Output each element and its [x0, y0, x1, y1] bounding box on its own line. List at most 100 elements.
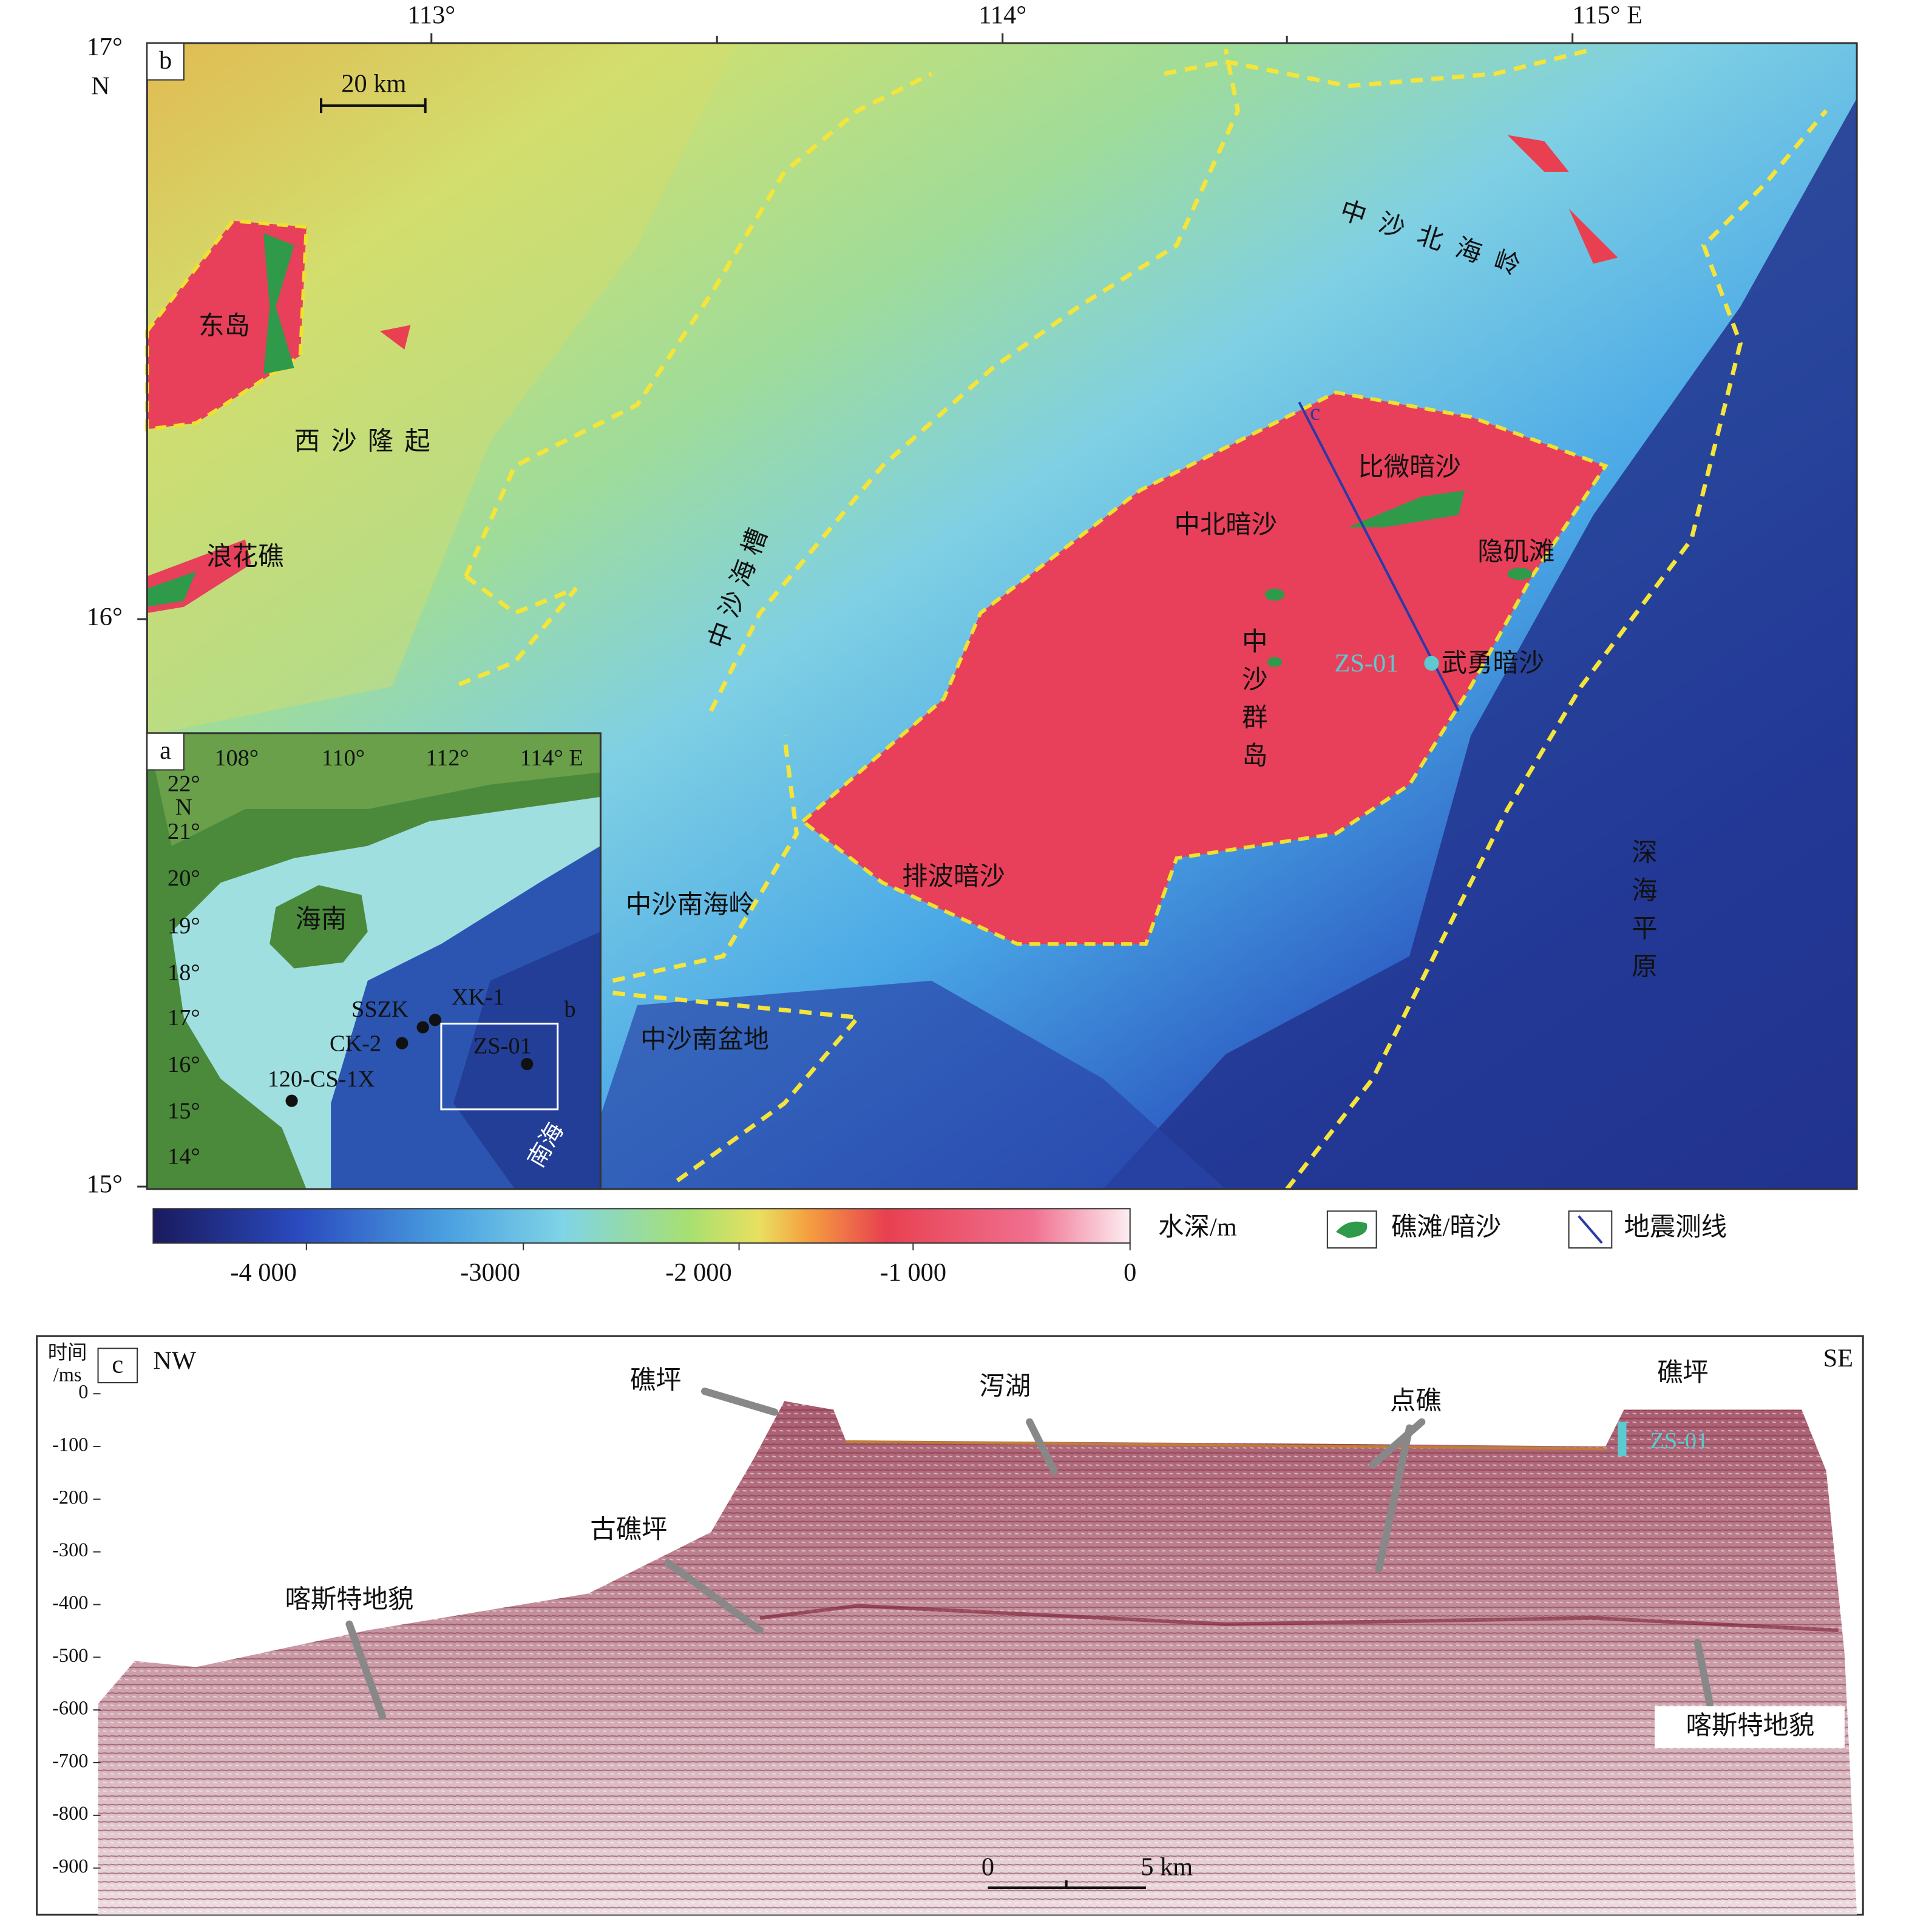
lon-tick: 113° — [407, 1, 455, 29]
panel-c: c NW SE 时间 /ms 0 -100 -200 -300 -400 -500 -600… — [36, 1335, 1864, 1916]
legend-label: 地震测线 — [1624, 1213, 1727, 1241]
annotation: 喀斯特地貌 — [285, 1585, 414, 1614]
well-label: ZS-01 — [1650, 1428, 1708, 1454]
lat-tick: 15° — [87, 1170, 123, 1199]
label-box — [97, 1347, 138, 1384]
well-label: XK-1 — [452, 985, 504, 1010]
frame-a — [146, 732, 602, 1190]
label-box — [146, 732, 185, 771]
colorbar-tick: -4 000 — [230, 1258, 297, 1287]
panel-label: a — [160, 736, 171, 765]
y-ticks: 0 -100 -200 -300 -400 -500 -600 -700 -800 -900 — [52, 1381, 101, 1877]
y-tick-label: -200 — [52, 1486, 88, 1508]
lat-tick: 18° — [168, 960, 200, 985]
well-ZS-01 — [1618, 1422, 1627, 1457]
place: 浪花礁 — [206, 543, 283, 571]
lon-tick: 114° — [978, 1, 1026, 29]
scale-label: 0 — [981, 1852, 994, 1881]
land — [147, 733, 601, 1189]
arrows — [345, 1388, 1714, 1720]
direction: SE — [1823, 1344, 1853, 1372]
well-label: CK-2 — [330, 1031, 381, 1057]
reflector — [759, 1604, 1839, 1632]
inset-a: a 108° 110° 112° 114° E 22° N 21° 20° 19… — [146, 732, 602, 1190]
place: 中北暗沙 — [1174, 510, 1277, 539]
y-tick-label: -600 — [52, 1697, 88, 1719]
colorbar-tick: -1 000 — [880, 1258, 947, 1287]
y-tick-label: -300 — [52, 1539, 88, 1561]
box-label: b — [564, 997, 575, 1022]
seafloor — [846, 1440, 1606, 1451]
colorbar-tick: -2 000 — [665, 1258, 732, 1287]
lat-unit: N — [91, 72, 110, 100]
place: 中沙群岛 — [1238, 628, 1267, 779]
extent-box — [440, 1022, 559, 1111]
lat-tick: 16° — [168, 1052, 200, 1077]
annotation: 礁坪 — [1657, 1359, 1709, 1388]
shoals — [147, 233, 1533, 667]
lat-tick: 20° — [168, 866, 200, 891]
lat-tick: 17° — [168, 1005, 200, 1031]
scale-label: 5 km — [1141, 1852, 1193, 1881]
legend-swatch — [1578, 1215, 1603, 1244]
deep-basin — [576, 980, 1226, 1189]
land — [147, 733, 601, 846]
place: 中沙南盆地 — [640, 1025, 769, 1054]
place: 武勇暗沙 — [1442, 649, 1545, 678]
annotation: 点礁 — [1390, 1387, 1442, 1415]
colorbar: -4 000 -3000 -2 000 -1 000 0 水深/m 礁滩/暗沙 … — [152, 1208, 1727, 1287]
place: 隐矶滩 — [1477, 538, 1554, 566]
lon-tick: 114° E — [520, 745, 583, 771]
lat-tick: 21° — [168, 819, 200, 844]
direction: NW — [153, 1346, 196, 1375]
ticks — [137, 33, 1574, 1188]
place: 中沙南海岭 — [626, 890, 754, 919]
annotation: 泻湖 — [979, 1372, 1031, 1401]
y-tick-label: -500 — [52, 1644, 88, 1666]
uplift — [147, 43, 736, 736]
y-tick-label: -400 — [52, 1591, 88, 1613]
well-label: ZS-01 — [473, 1034, 532, 1059]
colorbar-ticks — [305, 1242, 1131, 1250]
well-label: 120-CS-1X — [268, 1066, 375, 1092]
y-tick-label: -900 — [52, 1855, 88, 1877]
well-label: SSZK — [351, 997, 409, 1022]
place: 比微暗沙 — [1358, 453, 1461, 481]
place: 海南 — [296, 906, 347, 934]
y-tick-label: 0 — [78, 1381, 88, 1403]
well-ZS-01 — [1424, 656, 1439, 671]
deep-sea — [1103, 98, 1857, 1189]
axis-title: 时间 — [48, 1341, 87, 1363]
lat-tick: 17° — [87, 33, 123, 61]
reef-platform — [799, 390, 1609, 946]
boundaries — [452, 47, 1828, 1191]
place: 西沙隆起 — [294, 427, 441, 456]
annotation: 古礁坪 — [590, 1516, 667, 1544]
legend-swatch — [1335, 1221, 1368, 1238]
scale-label: 20 km — [341, 69, 406, 98]
annotation: 喀斯特地貌 — [1686, 1712, 1814, 1740]
colorbar-tick: -3000 — [460, 1258, 520, 1287]
place: 排波暗沙 — [902, 863, 1005, 891]
lat-tick: 14° — [168, 1144, 200, 1169]
lat-tick: 15° — [168, 1099, 200, 1124]
lat-tick: 19° — [168, 913, 200, 939]
lon-tick: 112° — [425, 745, 469, 771]
profile-label: c — [1310, 400, 1320, 425]
annotation: 礁坪 — [630, 1366, 682, 1395]
place: 东岛 — [198, 312, 250, 341]
hainan — [270, 885, 368, 969]
well-label: ZS-01 — [1334, 649, 1398, 678]
y-tick-label: -800 — [52, 1802, 88, 1824]
y-tick-label: -700 — [52, 1749, 88, 1771]
label-box — [146, 42, 185, 81]
lon-tick: 108° — [214, 745, 259, 771]
colorbar-title: 水深/m — [1158, 1213, 1237, 1241]
y-tick-label: -100 — [52, 1433, 88, 1455]
lon-tick: 110° — [322, 745, 365, 771]
lat-unit: N — [175, 795, 192, 820]
lat-tick: 16° — [87, 603, 123, 631]
legend-label: 礁滩/暗沙 — [1391, 1213, 1501, 1241]
